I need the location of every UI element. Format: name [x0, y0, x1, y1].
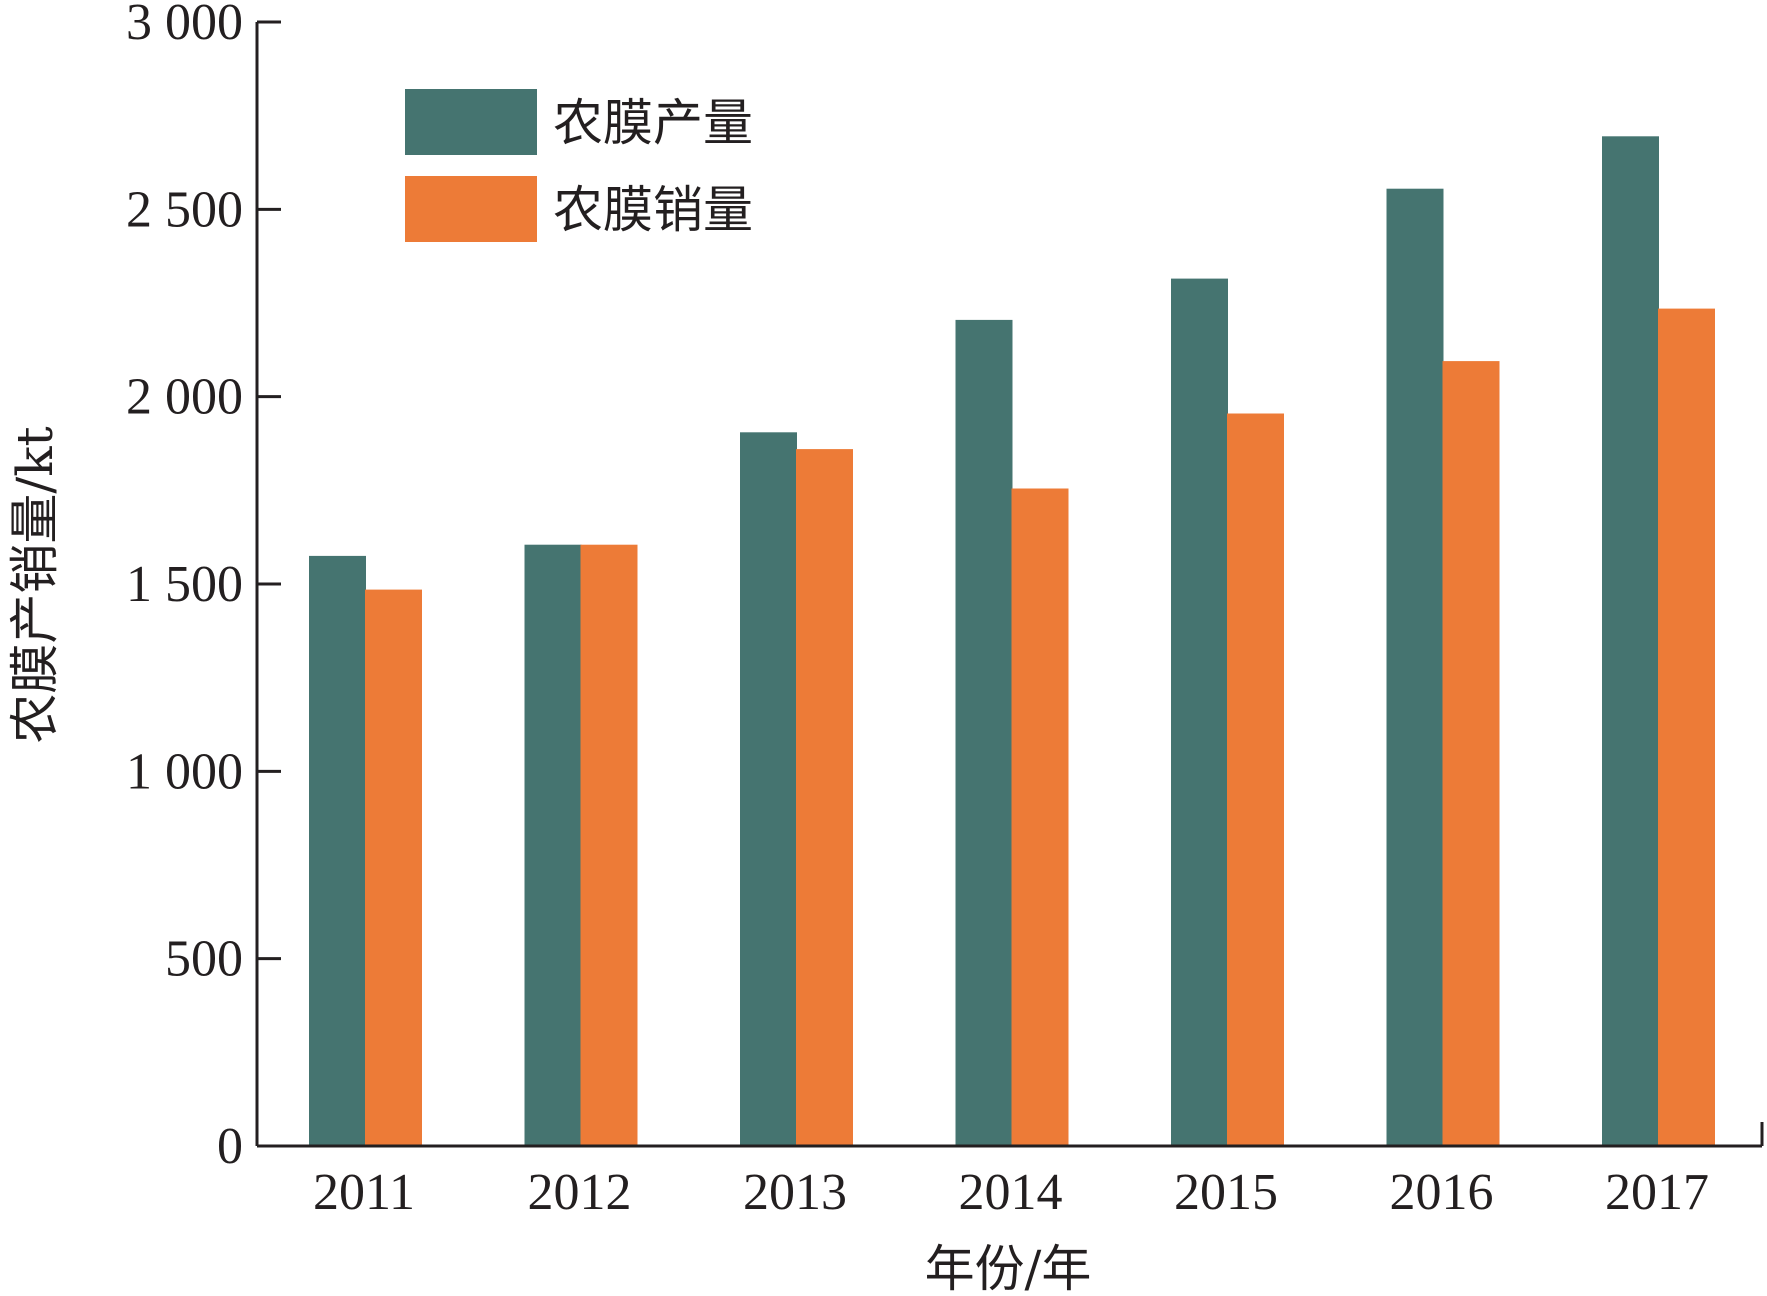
- legend-label-production: 农膜产量: [553, 94, 753, 152]
- bar-sales-2013: [796, 449, 853, 1147]
- y-tick-label: 1 500: [126, 556, 243, 613]
- y-tick-label: 500: [165, 931, 243, 988]
- y-tick-label: 2 000: [126, 369, 243, 426]
- bar-sales-2012: [580, 544, 638, 1146]
- bar-production-2014: [955, 319, 1013, 1146]
- bar-sales-2015: [1227, 413, 1284, 1146]
- x-tick-label: 2015: [1174, 1164, 1278, 1221]
- legend-swatch-production: [405, 89, 537, 155]
- y-tick-label: 1 000: [126, 743, 243, 800]
- y-tick-label: 3 000: [126, 0, 243, 51]
- x-tick-label: 2012: [528, 1164, 632, 1221]
- x-tick-label: 2014: [959, 1164, 1063, 1221]
- x-tick-label: 2016: [1390, 1164, 1494, 1221]
- bar-production-2011: [309, 555, 366, 1146]
- x-ticks-group: 2011 2012 2013 2014 2015 2016 2017: [313, 1164, 1709, 1221]
- y-tick-label: 2 500: [126, 181, 243, 238]
- x-tick-label: 2013: [743, 1164, 847, 1221]
- y-axis-title: 农膜产销量/kt: [6, 426, 64, 743]
- bars-group: [309, 136, 1715, 1147]
- bar-production-2016: [1386, 188, 1444, 1146]
- bar-sales-2016: [1442, 361, 1500, 1147]
- x-axis-title: 年份/年: [925, 1240, 1092, 1296]
- bar-production-2017: [1602, 136, 1659, 1147]
- legend-label-sales: 农膜销量: [553, 181, 753, 239]
- y-ticks-group: 0 500 1 000 1 500 2 000 2 500 3 000: [126, 0, 281, 1175]
- x-tick-label: 2017: [1605, 1164, 1709, 1221]
- y-tick-label: 0: [217, 1118, 243, 1175]
- bar-production-2013: [740, 432, 797, 1146]
- bar-sales-2017: [1658, 308, 1715, 1147]
- bar-production-2015: [1171, 278, 1228, 1147]
- bar-sales-2011: [365, 589, 422, 1146]
- bar-production-2012: [524, 544, 582, 1146]
- bar-sales-2014: [1011, 488, 1069, 1146]
- x-tick-label: 2011: [313, 1164, 415, 1221]
- legend-swatch-sales: [405, 176, 537, 242]
